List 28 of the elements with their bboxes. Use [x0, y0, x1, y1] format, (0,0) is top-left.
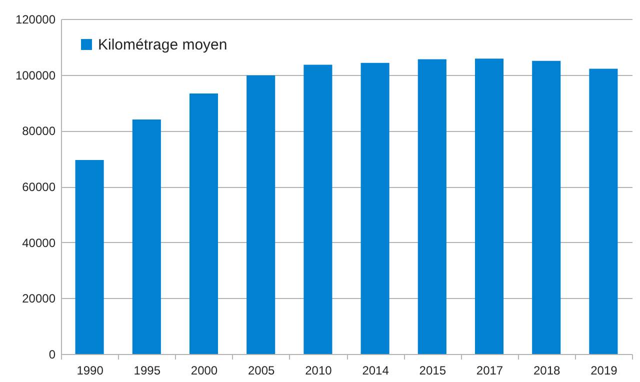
x-tick-label: 2019 [590, 364, 618, 378]
bar [246, 75, 276, 354]
y-tick-label: 40000 [22, 236, 56, 250]
x-tick-label: 2015 [419, 364, 446, 378]
bar [132, 120, 161, 354]
bar [474, 58, 504, 354]
x-tick-label: 2018 [534, 364, 561, 378]
bar [189, 94, 218, 354]
x-tick-label: 2010 [305, 364, 332, 378]
bar [418, 59, 446, 354]
x-tick-label: 2005 [248, 364, 276, 378]
y-tick-label: 20000 [22, 292, 56, 306]
bar [360, 62, 390, 354]
y-tick-label: 100000 [15, 68, 56, 82]
legend-label: Kilométrage moyen [98, 36, 228, 54]
bar [304, 64, 332, 354]
y-tick-label: 0 [48, 348, 56, 362]
x-tick-label: 1995 [134, 364, 161, 378]
x-tick-label: 2000 [190, 364, 218, 378]
y-tick-label: 60000 [22, 180, 56, 194]
y-tick-label: 80000 [22, 124, 56, 138]
bar [589, 68, 618, 354]
bar [75, 160, 104, 354]
x-tick-label: 2014 [362, 364, 390, 378]
x-tick-label: 1990 [76, 364, 104, 378]
bar [532, 60, 561, 354]
x-tick-label: 2017 [476, 364, 504, 378]
y-tick-label: 120000 [15, 12, 56, 26]
